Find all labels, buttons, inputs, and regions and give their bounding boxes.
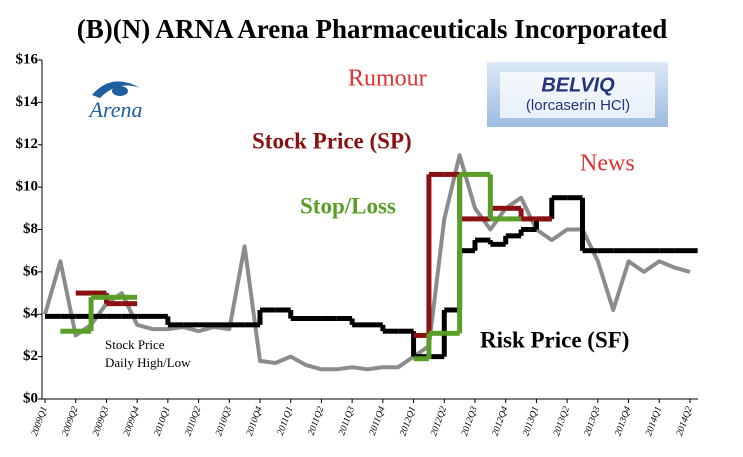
x-tick-label: 2012Q1 — [399, 405, 419, 437]
x-tick-label: 2012Q2 — [429, 405, 449, 437]
y-tick-label: $4 — [23, 306, 39, 322]
annotation: Rumour — [348, 66, 427, 92]
x-tick-label: 2010Q2 — [184, 405, 204, 437]
x-tick-label: 2014Q1 — [644, 405, 664, 437]
annotation: News — [580, 151, 635, 177]
x-tick-label: 2011Q3 — [337, 405, 357, 437]
x-tick-label: 2009Q4 — [122, 405, 142, 437]
series-label: Risk Price (SF) — [480, 327, 629, 352]
belviq-logo: BELVIQ (lorcaserin HCl) — [487, 62, 668, 127]
x-tick-label: 2012Q4 — [491, 405, 511, 437]
x-tick-label: 2009Q3 — [91, 405, 111, 437]
logo-dot — [112, 86, 128, 96]
arena-logo: Arena — [88, 81, 143, 122]
logo-subtext: (lorcaserin HCl) — [526, 97, 630, 114]
y-tick-label: $0 — [23, 390, 38, 406]
x-tick-label: 2011Q2 — [307, 405, 327, 437]
y-tick-label: $12 — [16, 136, 39, 152]
y-tick-label: $10 — [16, 179, 39, 195]
series-label: Stop/Loss — [300, 193, 396, 218]
y-tick-label: $6 — [23, 263, 39, 279]
x-tick-label: 2009Q2 — [61, 405, 81, 437]
x-tick-label: 2011Q4 — [368, 405, 388, 437]
y-tick-label: $2 — [23, 348, 38, 364]
annotation: Daily High/Low — [105, 355, 191, 370]
y-tick-label: $14 — [16, 94, 39, 110]
x-tick-label: 2010Q4 — [245, 405, 265, 437]
chart-title: (B)(N) ARNA Arena Pharmaceuticals Incorp… — [77, 14, 667, 44]
y-tick-label: $8 — [23, 221, 38, 237]
logo-swoosh — [92, 81, 140, 98]
y-tick-label: $16 — [16, 51, 39, 67]
annotation: Stock Price — [105, 337, 165, 352]
logo-panel — [500, 72, 655, 118]
x-tick-label: 2009Q1 — [30, 405, 50, 437]
x-tick-label: 2013Q4 — [614, 405, 634, 437]
x-tick-label: 2010Q1 — [153, 405, 173, 437]
x-tick-label: 2014Q2 — [675, 405, 695, 437]
x-tick-label: 2012Q3 — [460, 405, 480, 437]
x-tick-label: 2013Q2 — [552, 405, 572, 437]
logo-text: BELVIQ — [541, 74, 615, 96]
x-tick-label: 2010Q3 — [214, 405, 234, 437]
x-tick-label: 2011Q1 — [276, 405, 296, 437]
series-label: Stock Price (SP) — [252, 128, 412, 153]
logo-text: Arena — [88, 97, 143, 122]
x-tick-label: 2013Q1 — [521, 405, 541, 437]
x-tick-label: 2013Q3 — [583, 405, 603, 437]
